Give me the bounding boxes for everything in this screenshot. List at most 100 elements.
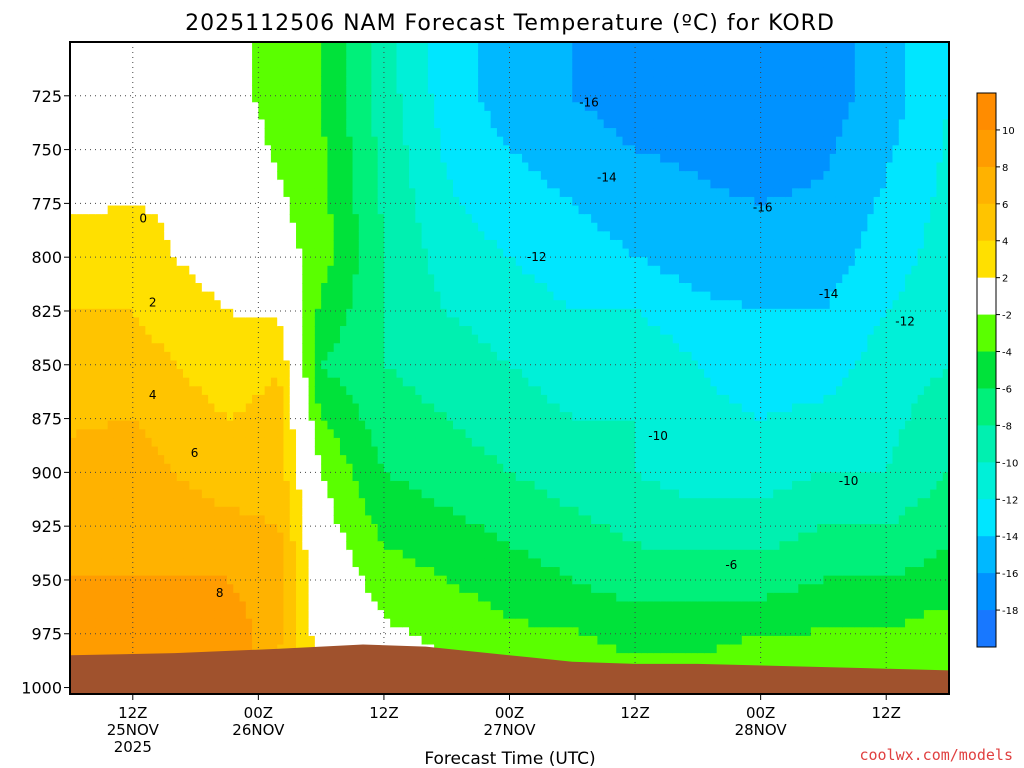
temperature-cell (377, 50, 385, 60)
temperature-cell (157, 196, 165, 207)
temperature-cell (377, 67, 385, 78)
temperature-cell (277, 420, 285, 430)
temperature-cell (289, 239, 297, 250)
temperature-cell (333, 403, 341, 413)
temperature-cell (440, 119, 448, 129)
temperature-cell (346, 506, 354, 516)
temperature-cell (314, 231, 322, 241)
temperature-cell (252, 128, 259, 138)
temperature-cell (270, 386, 278, 396)
temperature-cell (333, 429, 341, 439)
temperature-cell (465, 42, 473, 52)
temperature-cell (321, 248, 329, 258)
temperature-cell (402, 205, 410, 215)
temperature-cell (452, 549, 460, 560)
temperature-cell (434, 489, 442, 499)
temperature-cell (208, 369, 216, 379)
temperature-cell (452, 601, 460, 611)
temperature-cell (402, 119, 410, 129)
temperature-cell (377, 59, 385, 69)
temperature-cell (358, 257, 366, 267)
temperature-cell (390, 188, 398, 198)
temperature-cell (321, 283, 329, 293)
temperature-cell (327, 567, 335, 577)
temperature-cell (358, 239, 366, 250)
temperature-cell (296, 532, 303, 542)
temperature-cell (252, 343, 259, 353)
temperature-cell (289, 549, 297, 560)
temperature-cell (120, 76, 128, 86)
temperature-cell (239, 317, 247, 327)
temperature-cell (208, 394, 216, 405)
temperature-cell (270, 541, 278, 551)
temperature-cell (409, 412, 416, 422)
temperature-cell (415, 85, 423, 95)
temperature-cell (176, 308, 184, 319)
temperature-cell (264, 618, 272, 628)
temperature-cell (233, 136, 241, 146)
temperature-cell (333, 128, 341, 138)
temperature-cell (170, 128, 178, 138)
temperature-cell (107, 472, 115, 482)
temperature-cell (126, 145, 134, 155)
temperature-cell (308, 222, 316, 232)
temperature-cell (113, 326, 121, 336)
temperature-cell (145, 317, 153, 327)
temperature-cell (452, 257, 460, 267)
temperature-cell (120, 541, 128, 551)
temperature-cell (132, 222, 140, 232)
temperature-cell (421, 635, 429, 646)
temperature-cell (270, 618, 278, 628)
temperature-cell (164, 334, 172, 344)
temperature-cell (120, 463, 128, 473)
temperature-cell (126, 584, 134, 594)
temperature-cell (415, 558, 423, 568)
temperature-cell (383, 102, 391, 112)
temperature-cell (82, 618, 90, 628)
temperature-cell (471, 515, 479, 525)
temperature-cell (289, 584, 297, 594)
temperature-cell (233, 145, 241, 155)
temperature-cell (139, 412, 146, 422)
temperature-cell (289, 326, 297, 336)
temperature-cell (252, 532, 259, 542)
temperature-cell (339, 592, 347, 603)
temperature-cell (189, 412, 197, 422)
temperature-cell (459, 386, 467, 396)
temperature-cell (258, 265, 266, 275)
temperature-cell (208, 386, 216, 396)
temperature-cell (440, 506, 448, 516)
temperature-cell (415, 334, 423, 344)
temperature-cell (82, 248, 90, 258)
temperature-cell (157, 567, 165, 577)
temperature-cell (88, 308, 96, 319)
temperature-cell (277, 128, 285, 138)
temperature-cell (478, 291, 485, 301)
temperature-cell (239, 308, 247, 319)
temperature-cell (415, 257, 423, 267)
temperature-cell (327, 635, 335, 646)
temperature-cell (427, 549, 435, 560)
temperature-cell (371, 394, 379, 405)
temperature-cell (352, 67, 360, 78)
temperature-cell (70, 343, 77, 353)
temperature-cell (302, 102, 310, 112)
temperature-cell (302, 489, 310, 499)
temperature-cell (333, 102, 341, 112)
temperature-cell (151, 110, 159, 121)
temperature-cell (327, 283, 335, 293)
temperature-cell (252, 429, 259, 439)
temperature-cell (139, 67, 146, 78)
temperature-cell (176, 584, 184, 594)
temperature-cell (333, 283, 341, 293)
temperature-cell (70, 377, 77, 387)
temperature-cell (226, 343, 234, 353)
temperature-cell (478, 412, 485, 422)
temperature-cell (478, 455, 485, 465)
temperature-cell (95, 67, 102, 78)
temperature-cell (465, 455, 473, 465)
temperature-cell (107, 394, 115, 405)
temperature-cell (201, 592, 209, 603)
temperature-cell (308, 506, 316, 516)
temperature-cell (434, 584, 442, 594)
